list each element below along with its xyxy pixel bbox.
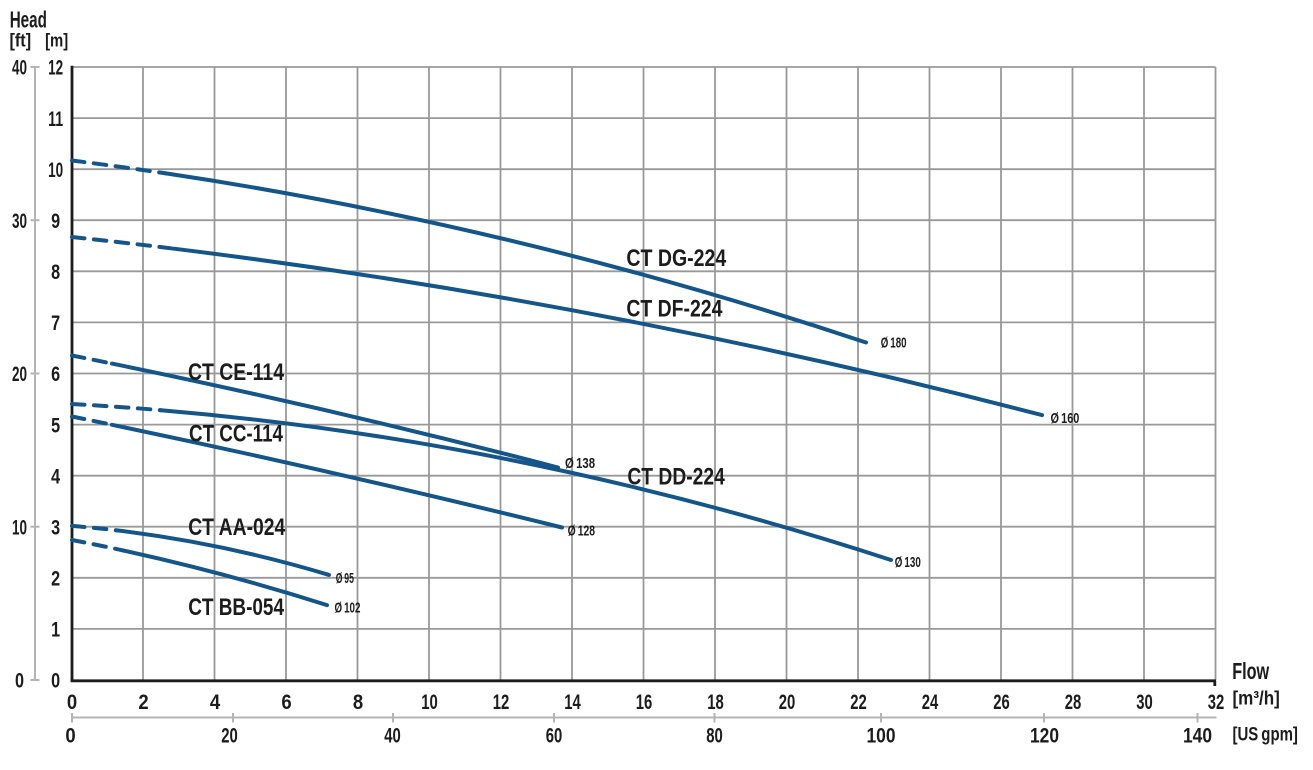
svg-text:3: 3 bbox=[51, 516, 60, 539]
svg-text:Ø 128: Ø 128 bbox=[568, 523, 595, 540]
svg-text:[US gpm]: [US gpm] bbox=[1233, 724, 1298, 745]
svg-text:20: 20 bbox=[221, 724, 238, 747]
svg-text:4: 4 bbox=[210, 691, 221, 714]
svg-text:30: 30 bbox=[12, 210, 27, 233]
svg-text:28: 28 bbox=[1065, 691, 1082, 714]
svg-text:Flow: Flow bbox=[1232, 658, 1269, 684]
svg-text:CT DF-224: CT DF-224 bbox=[626, 296, 723, 323]
svg-text:11: 11 bbox=[48, 108, 63, 131]
svg-text:2: 2 bbox=[138, 691, 148, 714]
svg-text:Ø 180: Ø 180 bbox=[881, 335, 907, 352]
svg-text:CT CE-114: CT CE-114 bbox=[188, 359, 285, 386]
svg-text:CT CC-114: CT CC-114 bbox=[189, 420, 284, 447]
svg-text:[m]: [m] bbox=[45, 31, 68, 51]
svg-text:7: 7 bbox=[51, 312, 60, 335]
svg-text:1: 1 bbox=[51, 619, 60, 642]
svg-text:6: 6 bbox=[281, 691, 291, 714]
svg-text:32: 32 bbox=[1208, 691, 1225, 714]
svg-text:6: 6 bbox=[51, 363, 60, 386]
svg-text:10: 10 bbox=[48, 159, 63, 182]
svg-text:30: 30 bbox=[1136, 691, 1153, 714]
svg-text:8: 8 bbox=[51, 261, 60, 284]
svg-text:Ø 160: Ø 160 bbox=[1051, 410, 1080, 427]
svg-text:12: 12 bbox=[48, 57, 63, 80]
svg-text:4: 4 bbox=[51, 465, 60, 488]
svg-text:40: 40 bbox=[384, 724, 401, 747]
svg-text:Head: Head bbox=[10, 6, 47, 32]
svg-text:0: 0 bbox=[65, 724, 75, 747]
svg-text:0: 0 bbox=[51, 670, 60, 693]
svg-text:24: 24 bbox=[922, 691, 939, 714]
svg-text:140: 140 bbox=[1183, 724, 1212, 747]
svg-text:9: 9 bbox=[51, 210, 60, 233]
svg-text:2: 2 bbox=[51, 568, 60, 591]
svg-text:Ø 95: Ø 95 bbox=[336, 570, 354, 587]
svg-text:5: 5 bbox=[51, 414, 60, 437]
svg-text:26: 26 bbox=[993, 691, 1010, 714]
svg-text:10: 10 bbox=[12, 516, 27, 539]
svg-text:120: 120 bbox=[1030, 724, 1059, 747]
svg-text:CT DG-224: CT DG-224 bbox=[626, 245, 726, 272]
svg-text:CT DD-224: CT DD-224 bbox=[627, 464, 725, 491]
svg-text:40: 40 bbox=[12, 57, 27, 80]
svg-text:18: 18 bbox=[707, 691, 724, 714]
svg-text:[ft]: [ft] bbox=[10, 31, 32, 51]
svg-text:20: 20 bbox=[12, 363, 27, 386]
svg-text:10: 10 bbox=[421, 691, 438, 714]
svg-text:Ø 138: Ø 138 bbox=[565, 455, 595, 472]
svg-text:20: 20 bbox=[779, 691, 796, 714]
svg-text:0: 0 bbox=[15, 670, 24, 693]
svg-text:14: 14 bbox=[564, 691, 581, 714]
svg-text:22: 22 bbox=[850, 691, 867, 714]
svg-text:60: 60 bbox=[546, 724, 563, 747]
svg-text:CT BB-054: CT BB-054 bbox=[188, 594, 284, 621]
svg-text:12: 12 bbox=[493, 691, 510, 714]
svg-text:CT AA-024: CT AA-024 bbox=[188, 514, 286, 541]
svg-text:0: 0 bbox=[67, 691, 77, 714]
svg-text:Ø 130: Ø 130 bbox=[895, 554, 921, 571]
svg-text:80: 80 bbox=[706, 724, 723, 747]
svg-text:[m³/h]: [m³/h] bbox=[1233, 689, 1280, 710]
svg-text:16: 16 bbox=[636, 691, 653, 714]
svg-text:Ø 102: Ø 102 bbox=[335, 600, 361, 617]
svg-text:8: 8 bbox=[353, 691, 364, 714]
svg-text:100: 100 bbox=[867, 724, 896, 747]
